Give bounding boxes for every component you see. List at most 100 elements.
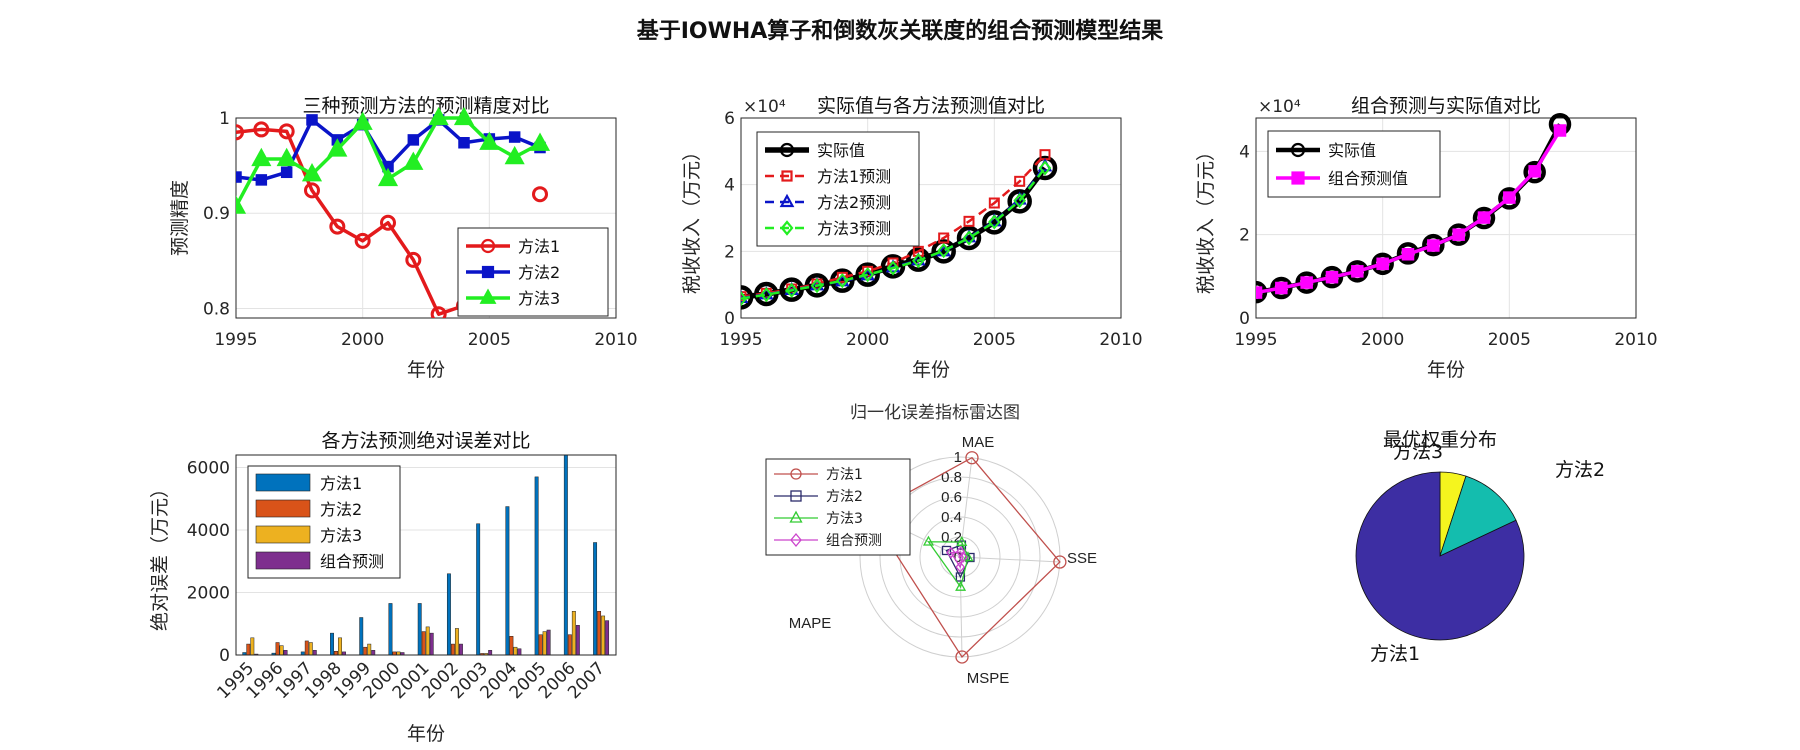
legend-label: 实际值 xyxy=(1328,141,1376,160)
radar-ring xyxy=(879,476,1041,638)
data-point xyxy=(982,210,1007,235)
data-point xyxy=(276,147,297,167)
data-point xyxy=(329,218,346,235)
bar xyxy=(371,650,376,655)
legend-swatch xyxy=(255,473,311,492)
pie-slice xyxy=(1439,475,1517,557)
radar-point xyxy=(955,546,966,558)
bar xyxy=(342,651,346,655)
legend-marker xyxy=(479,288,497,304)
bar xyxy=(421,631,426,655)
radar-axis-label: MSPE xyxy=(967,670,1010,687)
radar-polygon xyxy=(927,541,969,589)
data-point xyxy=(1472,206,1496,230)
legend: 方法1 方法2 方法3 组合预测 xyxy=(247,465,401,579)
data-point xyxy=(1553,124,1567,137)
radar-point xyxy=(965,451,979,465)
x-tick-label: 1995 xyxy=(214,330,257,350)
bar xyxy=(275,642,280,655)
data-point xyxy=(1427,239,1440,252)
data-point xyxy=(938,232,950,244)
data-point xyxy=(1038,160,1052,176)
pie-label: 方法1 xyxy=(1370,643,1420,665)
legend-box xyxy=(1267,130,1441,198)
bar xyxy=(538,634,543,655)
legend-label: 方法1 xyxy=(320,474,362,493)
bar xyxy=(601,615,606,655)
y-tick-label: 4000 xyxy=(187,521,230,541)
x-tick-label: 2005 xyxy=(468,330,511,350)
bar xyxy=(450,643,455,655)
bar xyxy=(563,455,568,655)
radar-point xyxy=(955,580,967,591)
bar xyxy=(334,651,338,655)
data-point xyxy=(956,225,982,251)
legend-marker xyxy=(1290,142,1306,158)
bar xyxy=(388,603,393,655)
data-point xyxy=(1295,271,1318,294)
bar xyxy=(300,651,305,655)
data-point xyxy=(836,271,848,283)
series-layer xyxy=(1256,113,1572,304)
legend-marker xyxy=(789,510,803,523)
radar-tick-label: 0.4 xyxy=(941,509,962,526)
legend-marker xyxy=(780,220,794,236)
bar xyxy=(363,646,368,655)
legend-marker xyxy=(481,265,495,279)
series-方法3预测 xyxy=(741,160,1052,307)
data-point xyxy=(1300,276,1313,289)
bar xyxy=(534,476,539,655)
data-point xyxy=(479,131,500,150)
legend-swatch xyxy=(255,499,311,518)
data-point xyxy=(352,111,373,130)
radar-axis-label: SSE xyxy=(1067,550,1097,567)
actual-vs-methods-line-chart: 1995 2000 2005 2010 0 2 4 6 实际值与各方法预测值对比 ×10⁴ 年份 税收… xyxy=(681,95,1143,381)
bar xyxy=(542,631,547,655)
chart-title: 实际值与各方法预测值对比 xyxy=(817,95,1045,117)
radar-ring xyxy=(919,516,1001,598)
radar-point xyxy=(955,650,969,664)
bar xyxy=(271,652,276,655)
y-tick-label: 0 xyxy=(724,309,735,329)
data-point xyxy=(1325,270,1339,284)
data-point xyxy=(1477,211,1491,224)
legend-label: 方法2 xyxy=(826,489,863,505)
data-point xyxy=(1422,233,1445,257)
data-point xyxy=(280,166,293,179)
radar-ring xyxy=(899,496,1021,618)
bar xyxy=(246,643,251,655)
bar xyxy=(513,646,518,655)
legend-label: 方法1预测 xyxy=(817,167,891,186)
radar-point xyxy=(955,561,966,573)
data-point xyxy=(236,195,247,214)
bar xyxy=(359,617,364,655)
bar xyxy=(279,645,284,655)
x-tick-label: 2010 xyxy=(1614,330,1657,350)
data-point xyxy=(1396,242,1420,265)
data-point xyxy=(380,214,396,231)
data-point xyxy=(760,287,773,303)
x-axis-label: 年份 xyxy=(407,723,445,745)
data-point xyxy=(1320,265,1344,289)
chart-title: 组合预测与实际值对比 xyxy=(1351,95,1541,117)
figure-suptitle: 基于IOWHA算子和倒数灰关联度的组合预测模型结果 xyxy=(637,18,1164,44)
bar xyxy=(446,573,451,655)
data-point xyxy=(962,230,976,246)
x-axis-label: 年份 xyxy=(407,359,445,381)
data-point xyxy=(1498,187,1521,210)
y-exponent-label: ×10⁴ xyxy=(743,97,786,117)
bar xyxy=(484,653,489,655)
bar xyxy=(392,651,397,655)
radar-ring xyxy=(859,456,1061,658)
data-point xyxy=(1013,193,1026,209)
bar xyxy=(312,650,317,655)
y-tick-label: 0.9 xyxy=(203,204,230,224)
legend-label: 方法3 xyxy=(826,511,863,527)
y-tick-label: 2 xyxy=(1239,226,1250,246)
radar-axis-label: MAE xyxy=(962,434,995,451)
chart-title: 三种预测方法的预测精度对比 xyxy=(302,95,549,117)
data-point xyxy=(1032,155,1058,181)
chart-title: 最优权重分布 xyxy=(1383,429,1497,451)
